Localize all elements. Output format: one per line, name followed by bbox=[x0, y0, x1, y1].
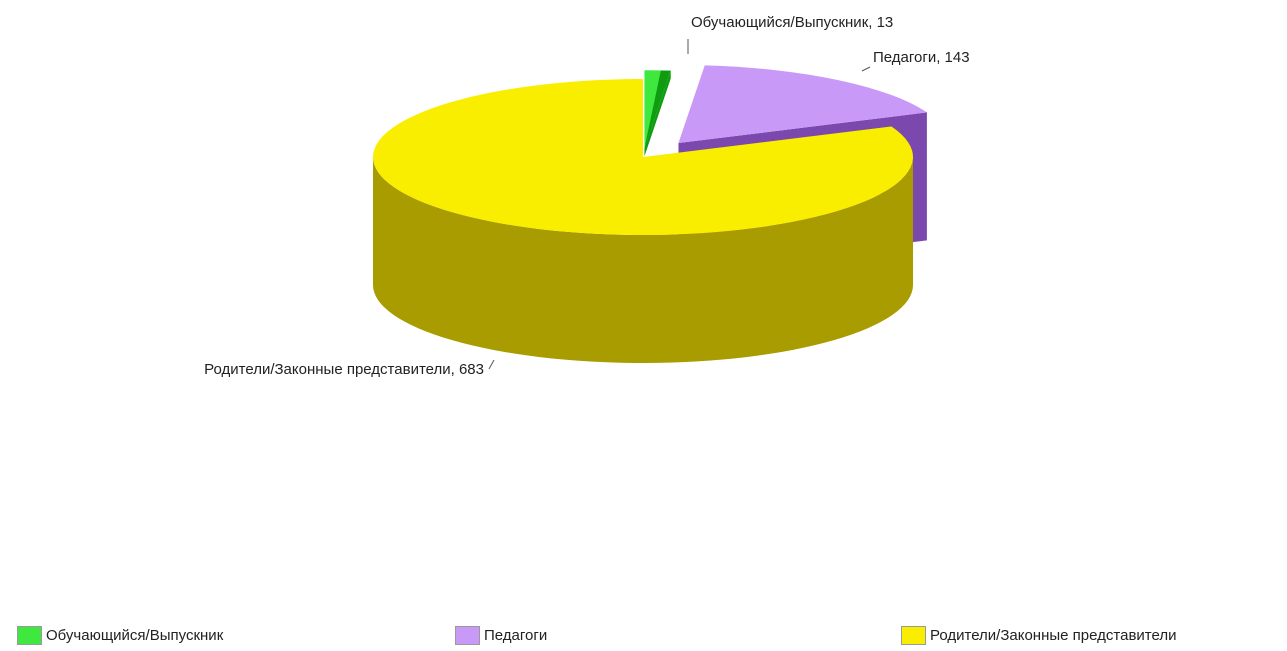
pie-labels: Обучающийся/Выпускник, 13 Педагоги, 143 Ро… bbox=[204, 14, 969, 378]
data-label-teachers: Педагоги, 143 bbox=[873, 49, 970, 66]
pie-side-parents bbox=[373, 157, 913, 363]
legend-item-students: Обучающийся/Выпускник bbox=[17, 626, 223, 645]
legend-swatch-teachers bbox=[455, 626, 480, 645]
data-label-parents: Родители/Законные представители, 683 bbox=[204, 361, 484, 378]
leader-line-parents bbox=[488, 359, 495, 370]
pie-slice-parents bbox=[373, 79, 914, 235]
pie-slice-students-facet bbox=[644, 70, 671, 149]
pie-slice-teachers bbox=[678, 65, 927, 143]
legend-label-students: Обучающийся/Выпускник bbox=[46, 627, 224, 644]
legend-swatch-students bbox=[17, 626, 42, 645]
legend-item-parents: Родители/Законные представители bbox=[901, 626, 1176, 645]
legend-label-parents: Родители/Законные представители bbox=[930, 627, 1177, 644]
pie-chart: Обучающийся/Выпускник, 13 Педагоги, 143 Ро… bbox=[204, 14, 969, 378]
pie-side-students bbox=[644, 70, 671, 157]
legend: Обучающийся/Выпускник Педагоги Родители/… bbox=[0, 626, 1287, 648]
legend-item-teachers: Педагоги bbox=[455, 626, 547, 645]
data-label-students: Обучающийся/Выпускник, 13 bbox=[691, 14, 893, 31]
legend-swatch-parents bbox=[901, 626, 926, 645]
leader-line-teachers bbox=[861, 66, 871, 72]
legend-label-teachers: Педагоги bbox=[484, 627, 548, 644]
pie-tops bbox=[373, 65, 927, 235]
